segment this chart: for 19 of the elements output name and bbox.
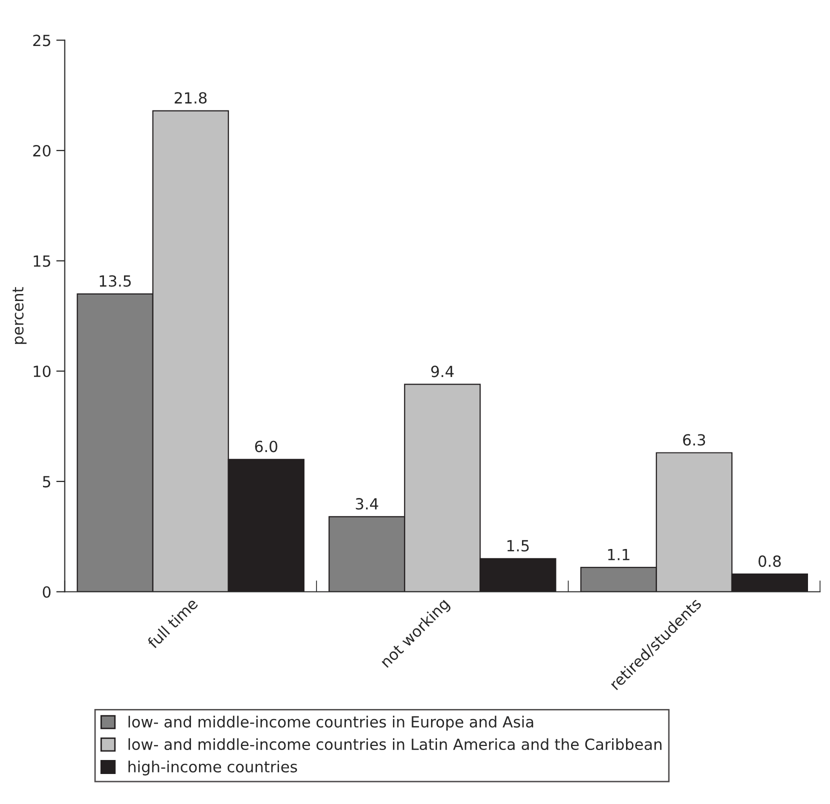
y-tick-label: 0 (42, 586, 51, 598)
data-label: 6.3 (683, 434, 706, 446)
legend-label: low- and middle-income countries in Europe and Asia (128, 716, 534, 731)
y-axis-title: percent (12, 287, 27, 344)
y-tick-label: 15 (34, 255, 50, 267)
data-label: 6.0 (255, 440, 278, 452)
legend-label: high-income countries (128, 760, 298, 776)
y-tick-label: 25 (33, 34, 50, 46)
legend-label: low- and middle-income countries in Latin America and the Caribbean (128, 738, 662, 750)
y-tick-label: 10 (34, 366, 51, 378)
data-label: 9.4 (431, 366, 454, 378)
y-tick-label: 5 (43, 476, 50, 488)
data-label: 3.4 (356, 498, 378, 510)
data-label: 21.8 (174, 92, 207, 104)
data-label: 13.5 (100, 275, 131, 287)
data-label: 1.1 (608, 548, 630, 560)
data-label: 0.8 (758, 555, 781, 567)
y-tick-label: 20 (33, 144, 51, 157)
data-label: 1.5 (507, 540, 529, 552)
